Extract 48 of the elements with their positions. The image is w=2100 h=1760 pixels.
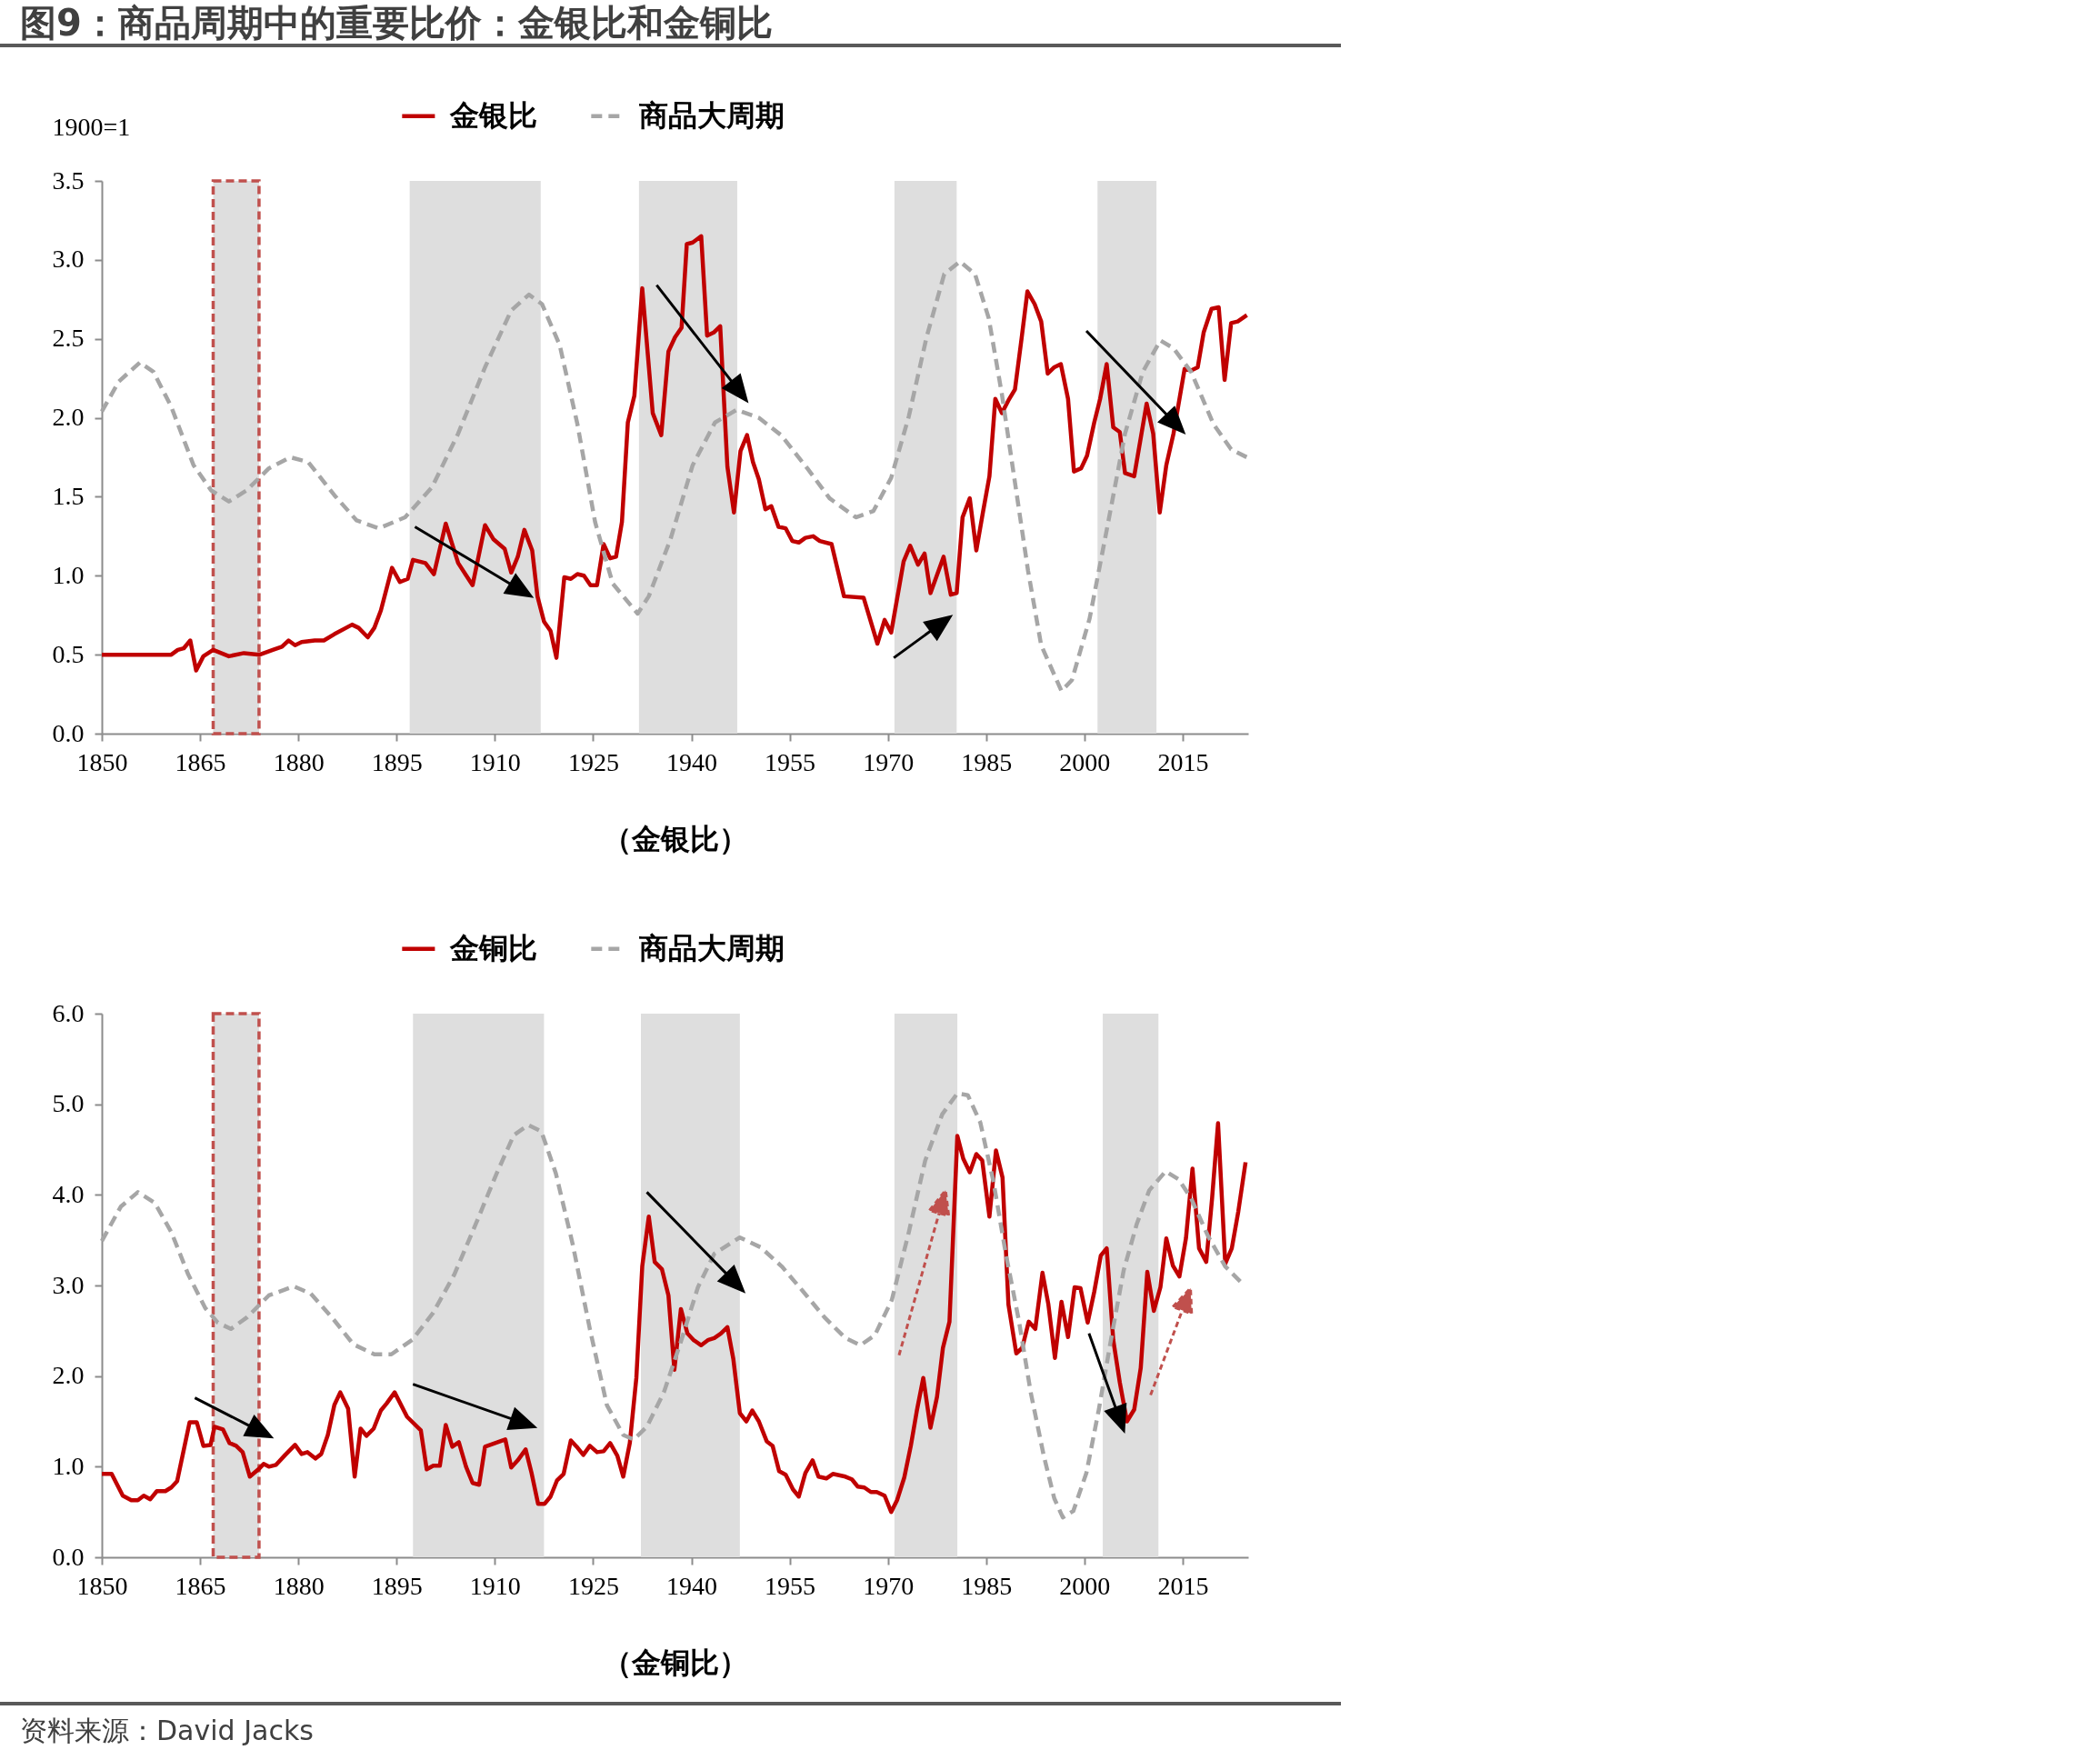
y-tick-label: 6.0 <box>52 998 85 1027</box>
legend-label: 商品大周期 <box>638 98 785 132</box>
y-tick-label: 4.0 <box>52 1179 85 1208</box>
x-tick-label: 1970 <box>863 1571 915 1600</box>
y-tick-label: 3.0 <box>52 1270 85 1299</box>
x-axis-title: （金铜比） <box>603 1645 748 1679</box>
y-tick-label: 0.0 <box>52 1542 85 1571</box>
x-tick-label: 1970 <box>863 747 915 776</box>
x-axis-title: （金银比） <box>603 822 748 855</box>
y-tick-label: 3.5 <box>52 165 85 195</box>
legend-label: 商品大周期 <box>638 931 785 965</box>
x-tick-label: 1955 <box>765 1571 816 1600</box>
y-tick-label: 3.0 <box>52 245 85 274</box>
x-tick-label: 1850 <box>76 747 128 776</box>
x-tick-label: 1910 <box>469 1571 521 1600</box>
x-tick-label: 2015 <box>1157 1571 1209 1600</box>
x-tick-label: 1940 <box>666 747 718 776</box>
x-tick-label: 1940 <box>666 1571 718 1600</box>
x-tick-label: 1865 <box>175 747 226 776</box>
y-tick-label: 1.5 <box>52 481 85 510</box>
y-tick-label: 1.0 <box>52 1451 85 1480</box>
x-tick-label: 1985 <box>961 747 1013 776</box>
legend-label: 金铜比 <box>448 931 537 965</box>
legend-label: 金银比 <box>448 98 537 132</box>
x-tick-label: 2000 <box>1059 747 1111 776</box>
x-tick-label: 1955 <box>765 747 816 776</box>
x-tick-label: 1895 <box>371 1571 423 1600</box>
x-tick-label: 1880 <box>273 1571 325 1600</box>
text: 资料来源：David Jacks <box>0 1702 1341 1750</box>
x-tick-label: 2000 <box>1059 1571 1111 1600</box>
x-tick-label: 1850 <box>76 1571 128 1600</box>
y-tick-label: 5.0 <box>52 1089 85 1118</box>
x-tick-label: 1910 <box>469 747 521 776</box>
x-tick-label: 1925 <box>567 1571 619 1600</box>
x-tick-label: 1895 <box>371 747 423 776</box>
y-tick-label: 2.0 <box>52 403 85 432</box>
x-tick-label: 2015 <box>1157 747 1209 776</box>
chart-title: 图9：商品周期中的重要比价：金银比和金铜比 <box>0 0 1341 47</box>
x-tick-label: 1865 <box>175 1571 226 1600</box>
y-tick-label: 2.5 <box>52 324 85 353</box>
y-tick-label: 2.0 <box>52 1361 85 1390</box>
y-tick-label: 0.0 <box>52 718 85 747</box>
y-axis-title: 1900=1 <box>52 112 131 141</box>
y-tick-label: 0.5 <box>52 639 85 668</box>
x-tick-label: 1985 <box>961 1571 1013 1600</box>
x-tick-label: 1925 <box>567 747 619 776</box>
y-tick-label: 1.0 <box>52 560 85 589</box>
x-tick-label: 1880 <box>273 747 325 776</box>
